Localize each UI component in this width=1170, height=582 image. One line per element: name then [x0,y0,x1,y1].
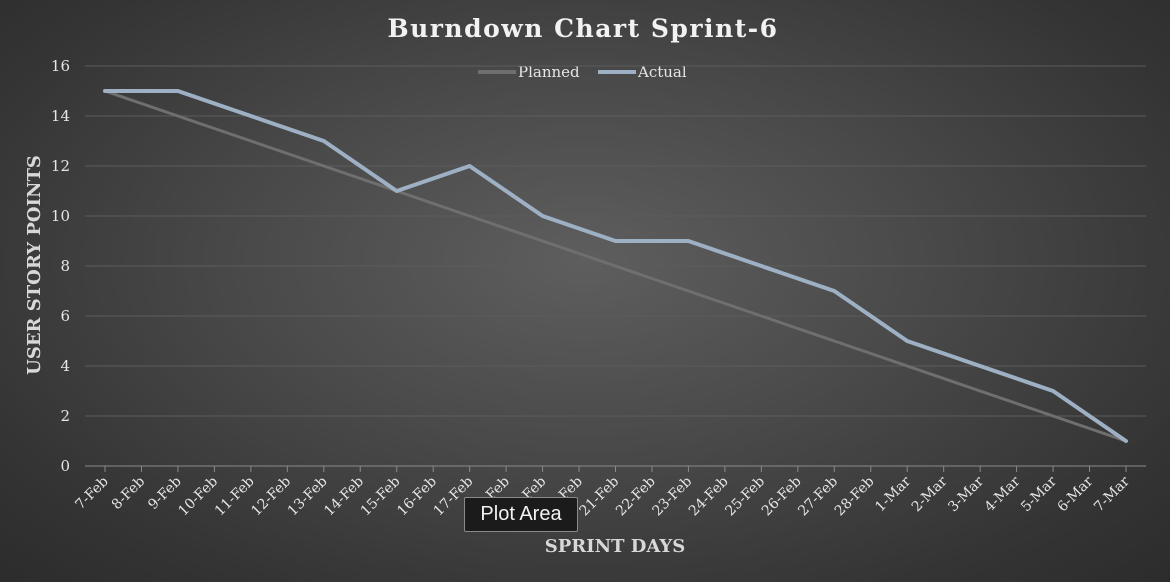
x-tick-label: 7-Feb [72,473,112,513]
x-tick-label: 26-Feb [759,473,805,519]
legend-label: Planned [518,63,580,81]
x-tick-label: 6-Mar [1055,473,1097,515]
x-tick-label: 10-Feb [175,473,221,519]
x-tick-label: 23-Feb [649,473,695,519]
legend-entry-actual[interactable]: Actual [598,63,687,81]
x-tick-label: 3-Mar [945,473,987,515]
plot-area-tooltip: Plot Area [464,497,578,532]
x-tick-label: 14-Feb [321,473,367,519]
legend[interactable]: Planned Actual [478,63,687,81]
chart-title: Burndown Chart Sprint-6 [387,14,778,43]
x-tick-label: 24-Feb [686,473,732,519]
x-tick-label: 7-Mar [1091,473,1133,515]
series-group[interactable] [103,89,1128,443]
x-tick-label: 16-Feb [394,473,440,519]
y-tick-label: 8 [60,257,70,275]
series-line-planned[interactable] [103,89,1128,443]
y-tick-label: 0 [60,457,70,475]
y-tick-label: 16 [51,57,70,75]
x-tick-label: 25-Feb [722,473,768,519]
x-tick-label: 15-Feb [358,473,404,519]
x-tick-label: 8-Feb [109,473,149,513]
y-axis-label: USER STORY POINTS [24,155,45,375]
y-tick-label: 2 [60,407,70,425]
x-tick-label: 12-Feb [248,473,294,519]
x-tick-label: 22-Feb [613,473,659,519]
x-axis-label: SPRINT DAYS [545,536,686,557]
y-tick-label: 6 [60,307,70,325]
y-tick-label: 10 [51,207,70,225]
legend-entry-planned[interactable]: Planned [478,63,580,81]
legend-label: Actual [637,63,687,81]
x-tick-label: 28-Feb [832,473,878,519]
x-tick-label: 1-Mar [872,473,914,515]
y-tick-label: 14 [51,107,70,125]
x-tick-label: 21-Feb [577,473,623,519]
x-tick-label: 4-Mar [982,473,1024,515]
series-line-actual[interactable] [103,89,1128,443]
x-tick-label: 5-Mar [1018,473,1060,515]
x-tick-label: 27-Feb [795,473,841,519]
x-axis-ticks: 7-Feb8-Feb9-Feb10-Feb11-Feb12-Feb13-Feb1… [72,466,1133,519]
x-tick-label: 2-Mar [909,473,951,515]
x-tick-label: 11-Feb [212,473,258,519]
y-axis-ticks: 0 2 4 6 8 10 12 14 16 [51,57,70,475]
y-tick-label: 4 [60,357,70,375]
x-tick-label: 13-Feb [285,473,331,519]
y-tick-label: 12 [51,157,70,175]
